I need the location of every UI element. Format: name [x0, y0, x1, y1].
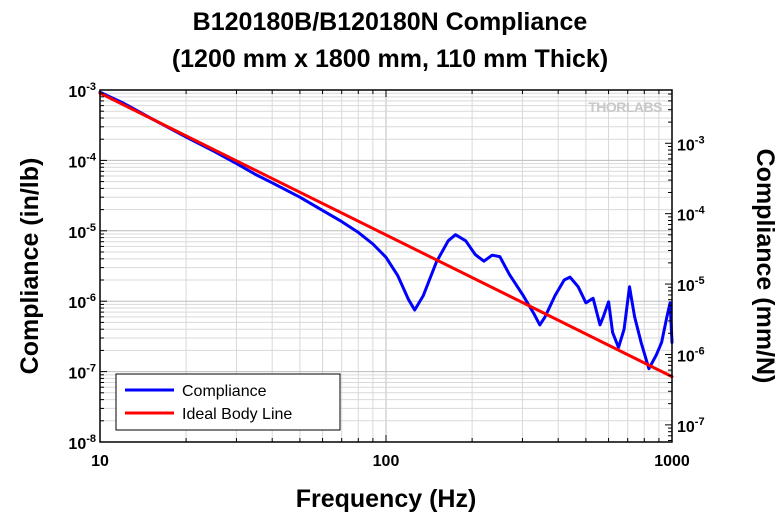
x-tick-label: 10 [91, 453, 109, 470]
y2-tick-labels: 10-3 10-4 10-5 10-6 10-7 [677, 134, 705, 436]
legend: Compliance Ideal Body Line [115, 373, 341, 431]
y2-tick-label: 10-3 [677, 134, 705, 154]
axis-ticks [100, 90, 672, 442]
legend-label-1: Ideal Body Line [182, 406, 292, 423]
series-layer [98, 90, 674, 379]
legend-label-0: Compliance [182, 383, 267, 400]
y-tick-label: 10-8 [68, 433, 96, 453]
y-axis-title: Compliance (in/lb) [16, 158, 44, 375]
x-tick-label: 100 [373, 453, 400, 470]
y-tick-label: 10-7 [68, 363, 96, 383]
y-tick-labels: 10-3 10-4 10-5 10-6 10-7 10-8 [68, 81, 96, 453]
series-line-1 [98, 91, 674, 379]
y2-tick-label: 10-4 [677, 205, 705, 225]
y-tick-label: 10-5 [68, 222, 96, 242]
y-tick-label: 10-4 [68, 151, 96, 171]
y2-tick-label: 10-6 [677, 345, 705, 365]
legend-box [115, 373, 341, 431]
chart-title: B120180B/B120180N Compliance [193, 8, 588, 36]
series-line-0 [98, 90, 674, 371]
y-tick-label: 10-3 [68, 81, 96, 101]
chart-subtitle: (1200 mm x 1800 mm, 110 mm Thick) [172, 45, 608, 73]
x-tick-labels: 10 100 1000 [91, 453, 690, 470]
y2-axis-title: Compliance (mm/N) [751, 149, 779, 384]
grid-lines [100, 90, 672, 442]
y2-tick-label: 10-5 [677, 275, 705, 295]
thorlabs-watermark: THORLABS [588, 99, 662, 115]
y-tick-label: 10-6 [68, 292, 96, 312]
y2-tick-label: 10-7 [677, 416, 705, 436]
x-axis-title: Frequency (Hz) [296, 485, 477, 513]
x-tick-label: 1000 [654, 453, 690, 470]
